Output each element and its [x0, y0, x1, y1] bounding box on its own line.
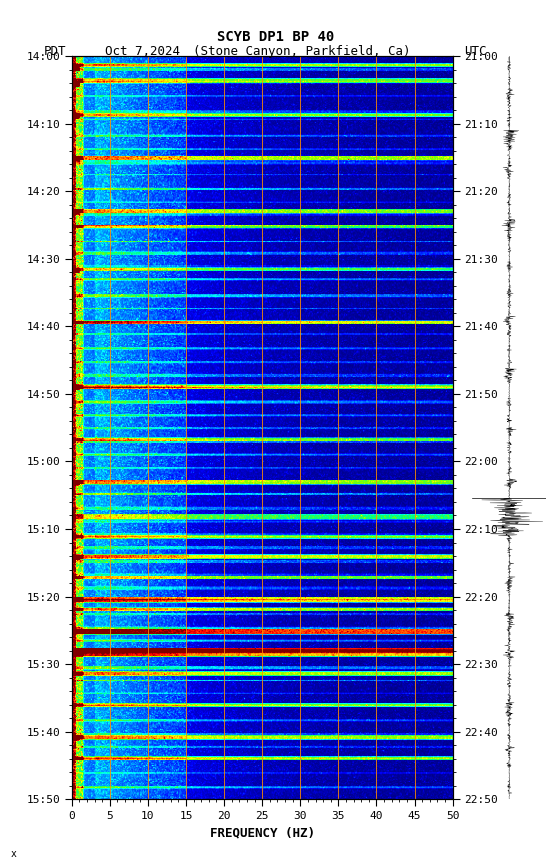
X-axis label: FREQUENCY (HZ): FREQUENCY (HZ) [210, 827, 315, 840]
Text: PDT: PDT [44, 45, 67, 58]
Text: x: x [11, 849, 17, 859]
Text: Oct 7,2024: Oct 7,2024 [105, 45, 180, 58]
Text: SCYB DP1 BP 40: SCYB DP1 BP 40 [217, 30, 335, 44]
Text: UTC: UTC [464, 45, 486, 58]
Text: (Stone Canyon, Parkfield, Ca): (Stone Canyon, Parkfield, Ca) [193, 45, 411, 58]
